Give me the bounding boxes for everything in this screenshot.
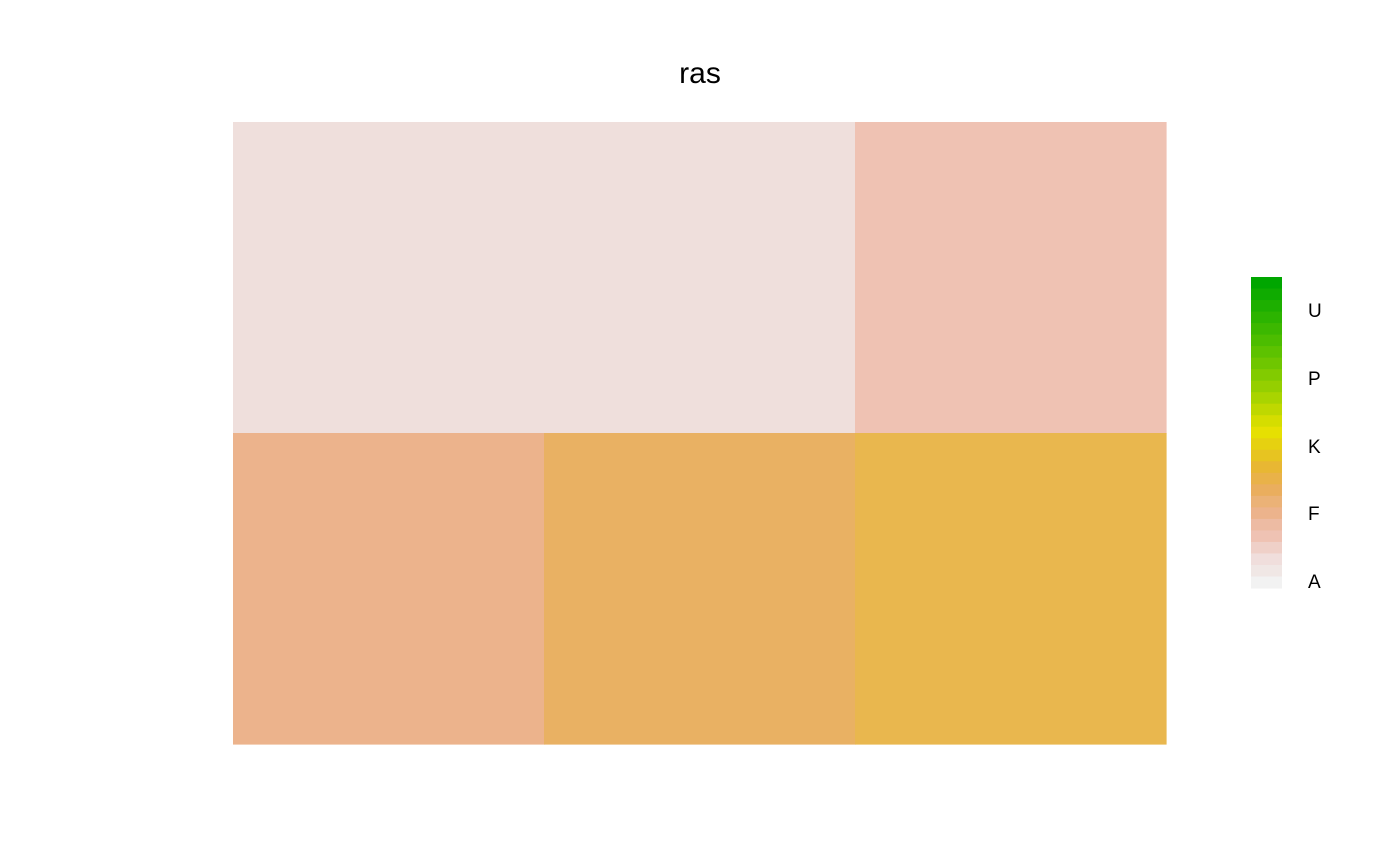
legend-color-step-4 — [1251, 323, 1282, 336]
legend-color-step-14 — [1251, 438, 1282, 451]
legend-color-step-16 — [1251, 461, 1282, 474]
legend-color-step-0 — [1251, 277, 1282, 290]
legend-tick-label: K — [1308, 437, 1321, 458]
color-legend — [1251, 277, 1282, 589]
legend-color-step-24 — [1251, 553, 1282, 566]
legend-color-step-26 — [1251, 576, 1282, 589]
heatmap-cell-r0-c1 — [544, 122, 856, 434]
legend-color-step-10 — [1251, 392, 1282, 405]
legend-color-step-2 — [1251, 300, 1282, 313]
legend-color-step-13 — [1251, 426, 1282, 439]
heatmap-cell-r1-c1 — [544, 433, 856, 745]
legend-tick-label: U — [1308, 301, 1322, 322]
legend-color-step-3 — [1251, 311, 1282, 324]
legend-color-step-17 — [1251, 472, 1282, 485]
legend-tick-label: P — [1308, 369, 1321, 390]
legend-color-step-6 — [1251, 346, 1282, 359]
legend-tick-label: F — [1308, 504, 1320, 525]
legend-color-step-8 — [1251, 369, 1282, 382]
legend-color-step-7 — [1251, 357, 1282, 370]
legend-color-step-11 — [1251, 403, 1282, 416]
legend-color-step-5 — [1251, 334, 1282, 347]
heatmap-cell-r1-c0 — [233, 433, 545, 745]
legend-tick-label: A — [1308, 572, 1321, 593]
legend-color-step-22 — [1251, 530, 1282, 543]
plot-area — [233, 122, 1167, 745]
legend-color-step-20 — [1251, 507, 1282, 520]
legend-color-step-12 — [1251, 415, 1282, 428]
legend-color-step-15 — [1251, 449, 1282, 462]
legend-labels: U P K F A — [1308, 301, 1322, 593]
legend-color-step-18 — [1251, 484, 1282, 497]
heatmap-cell-r1-c2 — [855, 433, 1167, 745]
heatmap-cell-r0-c0 — [233, 122, 545, 434]
chart-title: ras — [679, 57, 721, 90]
heatmap-cell-r0-c2 — [855, 122, 1167, 434]
legend-color-step-9 — [1251, 380, 1282, 393]
legend-color-step-21 — [1251, 518, 1282, 531]
legend-color-step-19 — [1251, 495, 1282, 508]
legend-color-step-1 — [1251, 288, 1282, 301]
legend-color-step-25 — [1251, 564, 1282, 577]
legend-color-step-23 — [1251, 541, 1282, 554]
